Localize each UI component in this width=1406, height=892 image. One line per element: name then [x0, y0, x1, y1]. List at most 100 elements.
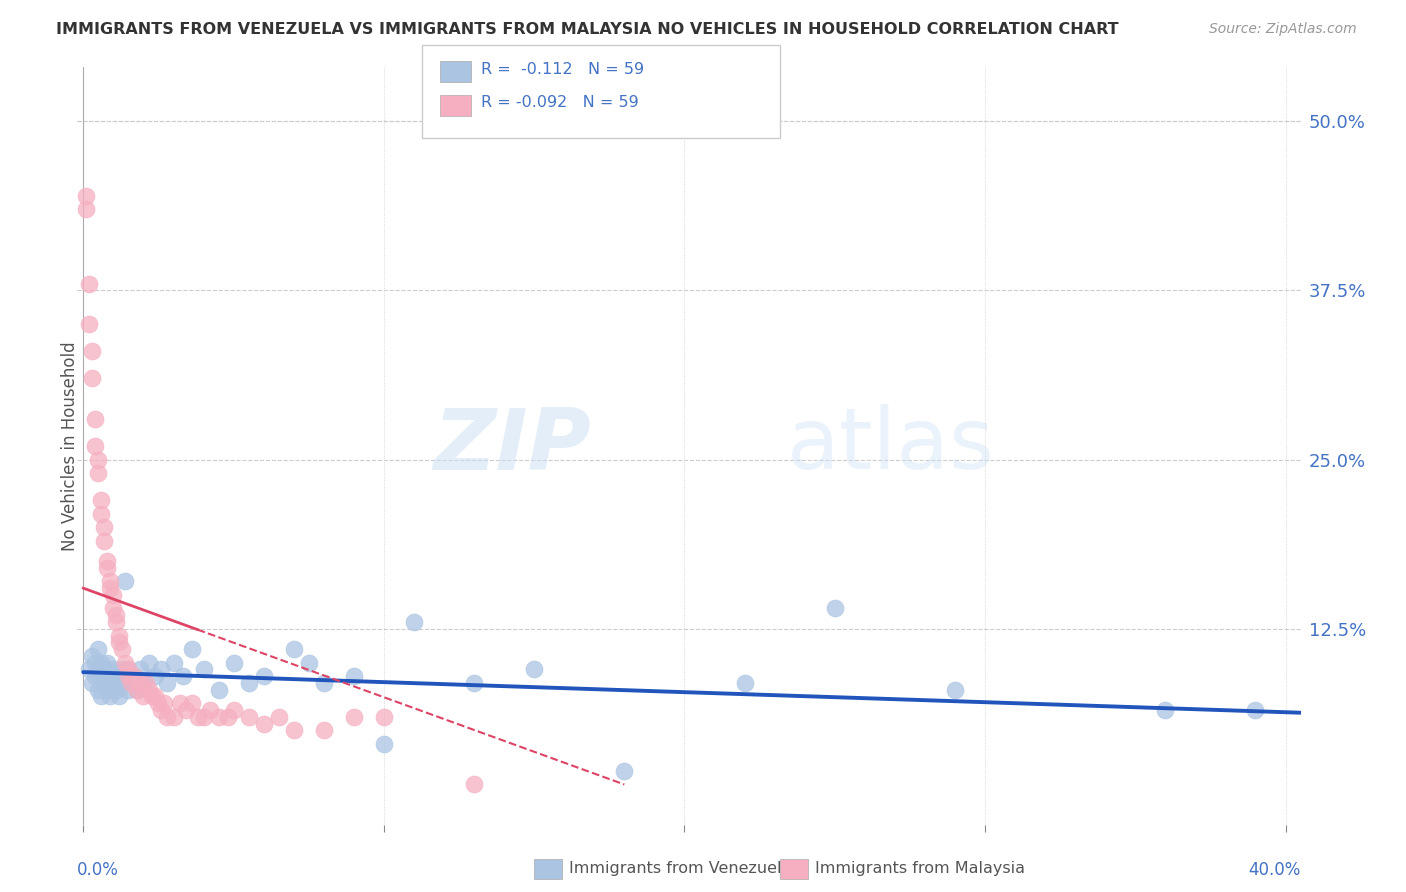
Point	[180, 642, 202, 657]
Point	[96, 561, 118, 575]
Point	[105, 682, 128, 697]
Point	[174, 703, 197, 717]
Point	[84, 439, 107, 453]
Point	[84, 656, 107, 670]
Point	[129, 662, 152, 676]
Point	[96, 656, 118, 670]
Point	[238, 676, 260, 690]
Point	[108, 635, 131, 649]
Point	[138, 682, 160, 697]
Point	[90, 690, 112, 704]
Point	[117, 682, 139, 697]
Point	[100, 669, 122, 683]
Point	[253, 669, 276, 683]
Point	[217, 710, 239, 724]
Point	[145, 669, 167, 683]
Point	[93, 662, 115, 676]
Point	[463, 676, 485, 690]
Point	[162, 656, 184, 670]
Point	[1244, 703, 1267, 717]
Point	[103, 601, 125, 615]
Point	[117, 662, 139, 676]
Point	[124, 669, 146, 683]
Point	[824, 601, 846, 615]
Point	[253, 716, 276, 731]
Point	[148, 696, 170, 710]
Point	[207, 710, 229, 724]
Point	[120, 676, 142, 690]
Point	[100, 690, 122, 704]
Point	[93, 533, 115, 548]
Point	[132, 676, 155, 690]
Point	[141, 690, 163, 704]
Point	[734, 676, 756, 690]
Point	[100, 574, 122, 589]
Text: Immigrants from Malaysia: Immigrants from Malaysia	[815, 862, 1025, 876]
Point	[117, 662, 139, 676]
Point	[84, 412, 107, 426]
Point	[132, 690, 155, 704]
Point	[103, 662, 125, 676]
Point	[103, 588, 125, 602]
Point	[117, 669, 139, 683]
Point	[93, 520, 115, 534]
Text: Immigrants from Venezuela: Immigrants from Venezuela	[569, 862, 792, 876]
Point	[373, 737, 395, 751]
Point	[90, 656, 112, 670]
Point	[111, 662, 134, 676]
Point	[373, 710, 395, 724]
Point	[156, 710, 179, 724]
Text: atlas: atlas	[787, 404, 995, 488]
Point	[75, 188, 97, 202]
Point	[87, 682, 110, 697]
Point	[82, 344, 104, 359]
Point	[207, 682, 229, 697]
Point	[90, 493, 112, 508]
Point	[120, 676, 142, 690]
Point	[84, 669, 107, 683]
Point	[222, 703, 245, 717]
Point	[138, 656, 160, 670]
Point	[87, 466, 110, 480]
Y-axis label: No Vehicles in Household: No Vehicles in Household	[62, 341, 79, 551]
Point	[90, 507, 112, 521]
Point	[402, 615, 425, 629]
Point	[129, 676, 152, 690]
Point	[82, 648, 104, 663]
Point	[135, 676, 157, 690]
Point	[127, 682, 149, 697]
Point	[312, 676, 335, 690]
Point	[943, 682, 966, 697]
Point	[150, 662, 173, 676]
Point	[145, 690, 167, 704]
Point	[114, 656, 136, 670]
Point	[103, 676, 125, 690]
Point	[523, 662, 546, 676]
Point	[193, 662, 215, 676]
Point	[87, 662, 110, 676]
Point	[180, 696, 202, 710]
Text: ZIP: ZIP	[433, 404, 591, 488]
Point	[172, 669, 194, 683]
Point	[79, 317, 101, 331]
Point	[343, 710, 366, 724]
Point	[90, 669, 112, 683]
Text: 40.0%: 40.0%	[1249, 861, 1301, 879]
Point	[111, 669, 134, 683]
Point	[198, 703, 221, 717]
Point	[153, 696, 176, 710]
Point	[82, 371, 104, 385]
Text: Source: ZipAtlas.com: Source: ZipAtlas.com	[1209, 22, 1357, 37]
Point	[82, 676, 104, 690]
Point	[87, 642, 110, 657]
Point	[238, 710, 260, 724]
Point	[267, 710, 290, 724]
Point	[96, 682, 118, 697]
Point	[93, 676, 115, 690]
Point	[96, 554, 118, 568]
Point	[87, 452, 110, 467]
Point	[111, 642, 134, 657]
Point	[298, 656, 321, 670]
Point	[108, 676, 131, 690]
Point	[75, 202, 97, 216]
